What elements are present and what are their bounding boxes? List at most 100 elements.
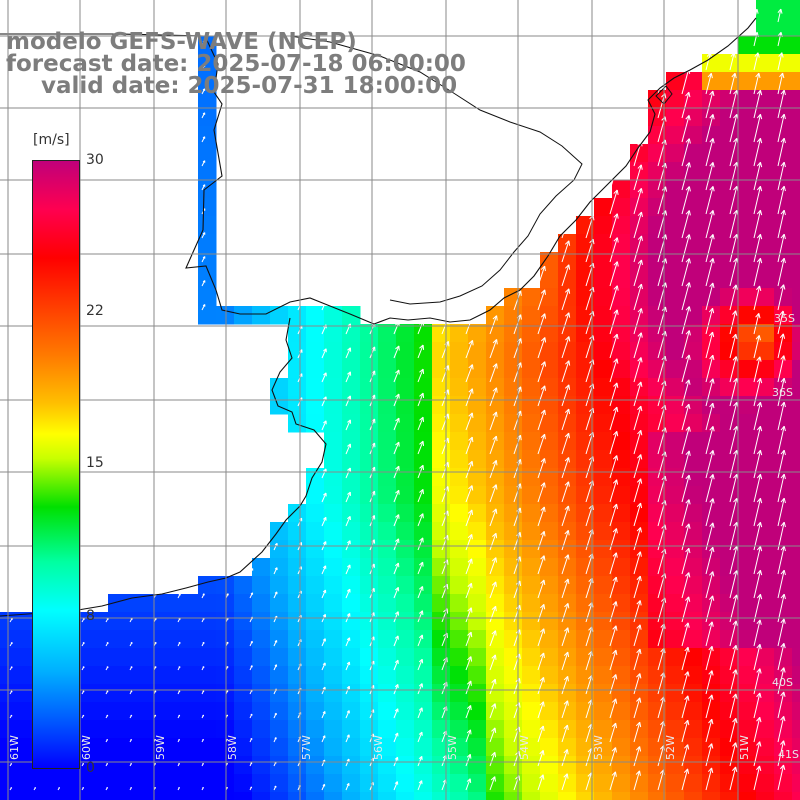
wind-arrow — [753, 113, 763, 143]
wind-cell — [486, 306, 505, 325]
wind-cell — [18, 792, 37, 800]
wind-arrow — [681, 768, 690, 791]
wind-arrow — [81, 690, 85, 695]
wind-cell — [558, 486, 577, 505]
wind-cell — [666, 414, 685, 433]
wind-cell — [522, 702, 541, 721]
wind-arrow — [633, 551, 642, 575]
wind-cell — [756, 162, 775, 181]
wind-arrow — [465, 631, 473, 647]
wind-cell — [540, 594, 559, 613]
wind-cell — [468, 702, 487, 721]
wind-cell — [774, 288, 793, 307]
wind-cell — [198, 756, 217, 775]
wind-cell — [738, 396, 757, 415]
wind-arrow — [345, 419, 352, 431]
wind-arrow — [633, 308, 643, 335]
wind-cell — [252, 756, 271, 775]
wind-arrow — [201, 666, 205, 671]
wind-cell — [126, 612, 145, 631]
wind-cell — [594, 792, 613, 800]
wind-cell — [792, 594, 800, 613]
wind-arrow — [729, 620, 738, 647]
wind-cell — [360, 522, 379, 541]
wind-cell — [594, 756, 613, 775]
wind-cell — [144, 702, 163, 721]
wind-cell — [666, 234, 685, 253]
wind-cell — [180, 774, 199, 793]
wind-arrow — [537, 289, 546, 311]
wind-cell — [630, 648, 649, 667]
wind-arrow — [561, 529, 570, 551]
wind-cell — [468, 414, 487, 433]
wind-arrow — [417, 731, 423, 743]
wind-cell — [126, 720, 145, 739]
wind-cell — [396, 720, 415, 739]
wind-cell — [342, 378, 361, 397]
wind-arrow — [633, 502, 643, 527]
wind-cell — [792, 450, 800, 469]
wind-cell — [198, 144, 217, 163]
wind-arrow — [633, 624, 642, 647]
wind-cell — [648, 792, 667, 800]
wind-cell — [648, 684, 667, 703]
wind-cell — [432, 792, 451, 800]
wind-cell — [612, 198, 631, 217]
wind-cell — [576, 450, 595, 469]
wind-cell — [378, 756, 397, 775]
wind-arrow — [609, 649, 618, 671]
wind-cell — [486, 378, 505, 397]
wind-cell — [486, 666, 505, 685]
wind-cell — [450, 558, 469, 577]
wind-arrow — [489, 484, 498, 503]
wind-cell — [360, 774, 379, 793]
wind-cell — [378, 702, 397, 721]
wind-cell — [360, 612, 379, 631]
wind-arrow — [753, 425, 763, 455]
wind-arrow — [633, 429, 643, 455]
wind-arrow — [561, 724, 569, 743]
wind-arrow — [561, 408, 571, 431]
wind-cell — [90, 666, 109, 685]
wind-cell — [558, 396, 577, 415]
wind-cell — [432, 612, 451, 631]
wind-arrow — [9, 787, 13, 791]
wind-cell — [306, 756, 325, 775]
wind-arrow — [729, 310, 738, 335]
wind-cell — [540, 360, 559, 379]
wind-arrow — [753, 619, 762, 647]
wind-cell — [468, 738, 487, 757]
wind-cell — [558, 468, 577, 487]
wind-cell — [288, 576, 307, 595]
wind-cell — [90, 702, 109, 721]
wind-arrow — [537, 409, 546, 431]
wind-cell — [630, 342, 649, 361]
wind-cell — [450, 486, 469, 505]
wind-cell — [576, 396, 595, 415]
wind-cell — [576, 324, 595, 343]
colorbar-unit: [m/s] — [33, 132, 70, 148]
wind-cell — [702, 504, 721, 523]
wind-cell — [684, 504, 703, 523]
wind-cell — [252, 774, 271, 793]
wind-arrow — [321, 662, 326, 671]
wind-cell — [648, 540, 667, 559]
wind-cell — [666, 252, 685, 271]
wind-arrow — [177, 738, 180, 743]
wind-arrow — [321, 589, 327, 599]
wind-arrow — [777, 209, 786, 239]
wind-cell — [0, 666, 19, 685]
wind-cell — [702, 468, 721, 487]
wind-arrow — [681, 138, 691, 167]
lon-label-59w: 59W — [154, 735, 167, 760]
wind-cell — [396, 792, 415, 800]
wind-cell — [108, 612, 127, 631]
wind-arrow — [777, 257, 786, 287]
wind-cell — [540, 738, 559, 757]
wind-arrow — [105, 641, 109, 647]
wind-cell — [486, 792, 505, 800]
wind-cell — [360, 486, 379, 505]
lon-label-51w: 51W — [738, 735, 751, 760]
wind-cell — [702, 792, 721, 800]
wind-cell — [216, 576, 235, 595]
